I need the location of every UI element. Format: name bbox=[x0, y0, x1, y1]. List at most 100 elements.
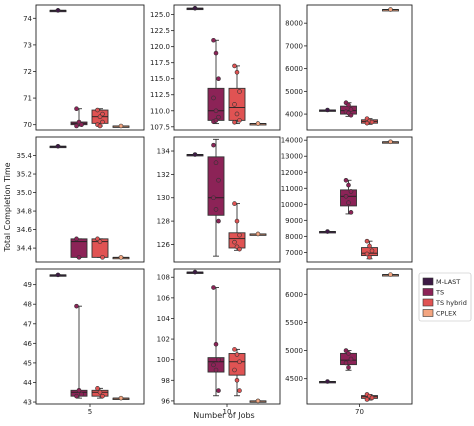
panel-frame bbox=[173, 4, 281, 131]
data-point bbox=[234, 218, 240, 224]
data-point bbox=[348, 210, 354, 215]
y-tick-label: 4000 bbox=[285, 111, 303, 119]
series-cplex bbox=[249, 121, 267, 126]
data-point bbox=[234, 352, 240, 357]
series-cplex bbox=[112, 395, 130, 401]
series-m-last bbox=[319, 107, 336, 113]
data-point bbox=[97, 239, 103, 244]
panel-frame bbox=[35, 136, 145, 263]
panel-frame bbox=[306, 136, 413, 263]
data-point bbox=[74, 393, 79, 399]
y-tick-label: 71 bbox=[23, 95, 32, 103]
series-cplex bbox=[112, 123, 130, 129]
x-axis-label: Number of Jobs bbox=[193, 411, 254, 420]
data-point bbox=[55, 272, 61, 278]
y-tick-label: 5500 bbox=[285, 319, 303, 327]
series-ts-hybrid bbox=[228, 63, 246, 125]
y-tick-label: 45 bbox=[23, 359, 32, 367]
data-point bbox=[100, 393, 105, 399]
y-tick-label: 120.0 bbox=[150, 43, 170, 51]
panel-r1-c2: 7000 8000 9000 10000 11000 12000 13000 14000 bbox=[281, 136, 413, 263]
data-point bbox=[118, 123, 124, 129]
data-point bbox=[211, 362, 216, 368]
data-point bbox=[237, 118, 242, 123]
panel-frame bbox=[306, 268, 413, 405]
data-point bbox=[232, 120, 237, 125]
data-point bbox=[348, 107, 354, 112]
y-tick-label: 49 bbox=[23, 281, 32, 289]
data-point bbox=[213, 160, 219, 166]
data-point bbox=[364, 238, 370, 244]
series-ts bbox=[207, 37, 225, 125]
data-point bbox=[97, 123, 103, 129]
y-tick-label: 9000 bbox=[285, 217, 303, 225]
data-point bbox=[346, 102, 351, 108]
data-point bbox=[211, 95, 216, 101]
data-point bbox=[97, 389, 103, 395]
box bbox=[361, 247, 378, 257]
data-point bbox=[100, 111, 105, 117]
data-point bbox=[369, 395, 375, 401]
series-ts-hybrid bbox=[228, 347, 246, 397]
y-tick-label: 35.0 bbox=[16, 189, 32, 197]
data-point bbox=[343, 360, 349, 366]
y-tick-label: 7000 bbox=[285, 249, 303, 257]
y-axis-label: Total Completion Time bbox=[3, 162, 12, 252]
y-tick-label: 107.5 bbox=[150, 123, 170, 131]
series-m-last bbox=[186, 269, 204, 275]
y-tick-label: 70 bbox=[23, 121, 32, 129]
series-ts bbox=[340, 348, 357, 371]
series-ts-hybrid bbox=[228, 201, 246, 252]
data-point bbox=[213, 50, 219, 56]
series-ts bbox=[207, 138, 225, 257]
data-point bbox=[192, 152, 198, 157]
series-ts bbox=[207, 285, 225, 397]
legend: M-LAST TS TS hybrid CPLEX bbox=[418, 272, 472, 322]
data-point bbox=[237, 89, 242, 94]
y-tick-label: 117.5 bbox=[150, 59, 170, 67]
y-tick-label: 115.0 bbox=[150, 75, 170, 83]
y-tick-label: 110.0 bbox=[150, 107, 170, 115]
box bbox=[207, 87, 225, 121]
data-point bbox=[369, 119, 375, 125]
y-tick-label: 73 bbox=[23, 41, 32, 49]
data-point bbox=[74, 123, 79, 129]
data-point bbox=[232, 201, 237, 206]
data-point bbox=[346, 351, 351, 356]
data-point bbox=[346, 182, 351, 188]
data-point bbox=[216, 218, 221, 224]
y-tick-label: 43 bbox=[23, 399, 32, 407]
legend-swatch bbox=[422, 277, 434, 286]
panels: 70 71 72 73 74 107.5 110.0 112.5 115.0 117.5 120.0… bbox=[16, 4, 413, 407]
legend-swatch bbox=[422, 309, 434, 317]
data-point bbox=[343, 348, 349, 353]
data-point bbox=[364, 251, 370, 257]
data-point bbox=[388, 272, 393, 277]
series-m-last bbox=[319, 379, 336, 384]
y-tick-label: 12000 bbox=[281, 169, 303, 177]
box bbox=[228, 87, 246, 121]
series-m-last bbox=[186, 5, 204, 11]
data-point bbox=[237, 388, 242, 393]
data-point bbox=[237, 232, 242, 238]
panel-r1-c0: 34.4 34.6 34.8 35.0 35.2 35.4 bbox=[16, 136, 145, 263]
data-point bbox=[234, 70, 240, 75]
y-tick-label: 108 bbox=[157, 274, 170, 282]
y-tick-label: 46 bbox=[23, 340, 32, 348]
data-point bbox=[232, 102, 237, 107]
data-point bbox=[76, 255, 82, 260]
data-point bbox=[364, 397, 370, 402]
series-cplex bbox=[382, 272, 399, 277]
data-point bbox=[76, 388, 82, 393]
data-point bbox=[369, 248, 375, 254]
series-m-last bbox=[49, 272, 67, 278]
y-tick-label: 34.6 bbox=[16, 226, 32, 234]
x-tick-label: 5 bbox=[88, 408, 92, 416]
panel-frame bbox=[35, 268, 145, 405]
data-point bbox=[348, 356, 354, 362]
data-point bbox=[79, 122, 84, 127]
series-ts bbox=[70, 236, 88, 260]
data-point bbox=[95, 236, 100, 242]
data-point bbox=[216, 388, 221, 393]
